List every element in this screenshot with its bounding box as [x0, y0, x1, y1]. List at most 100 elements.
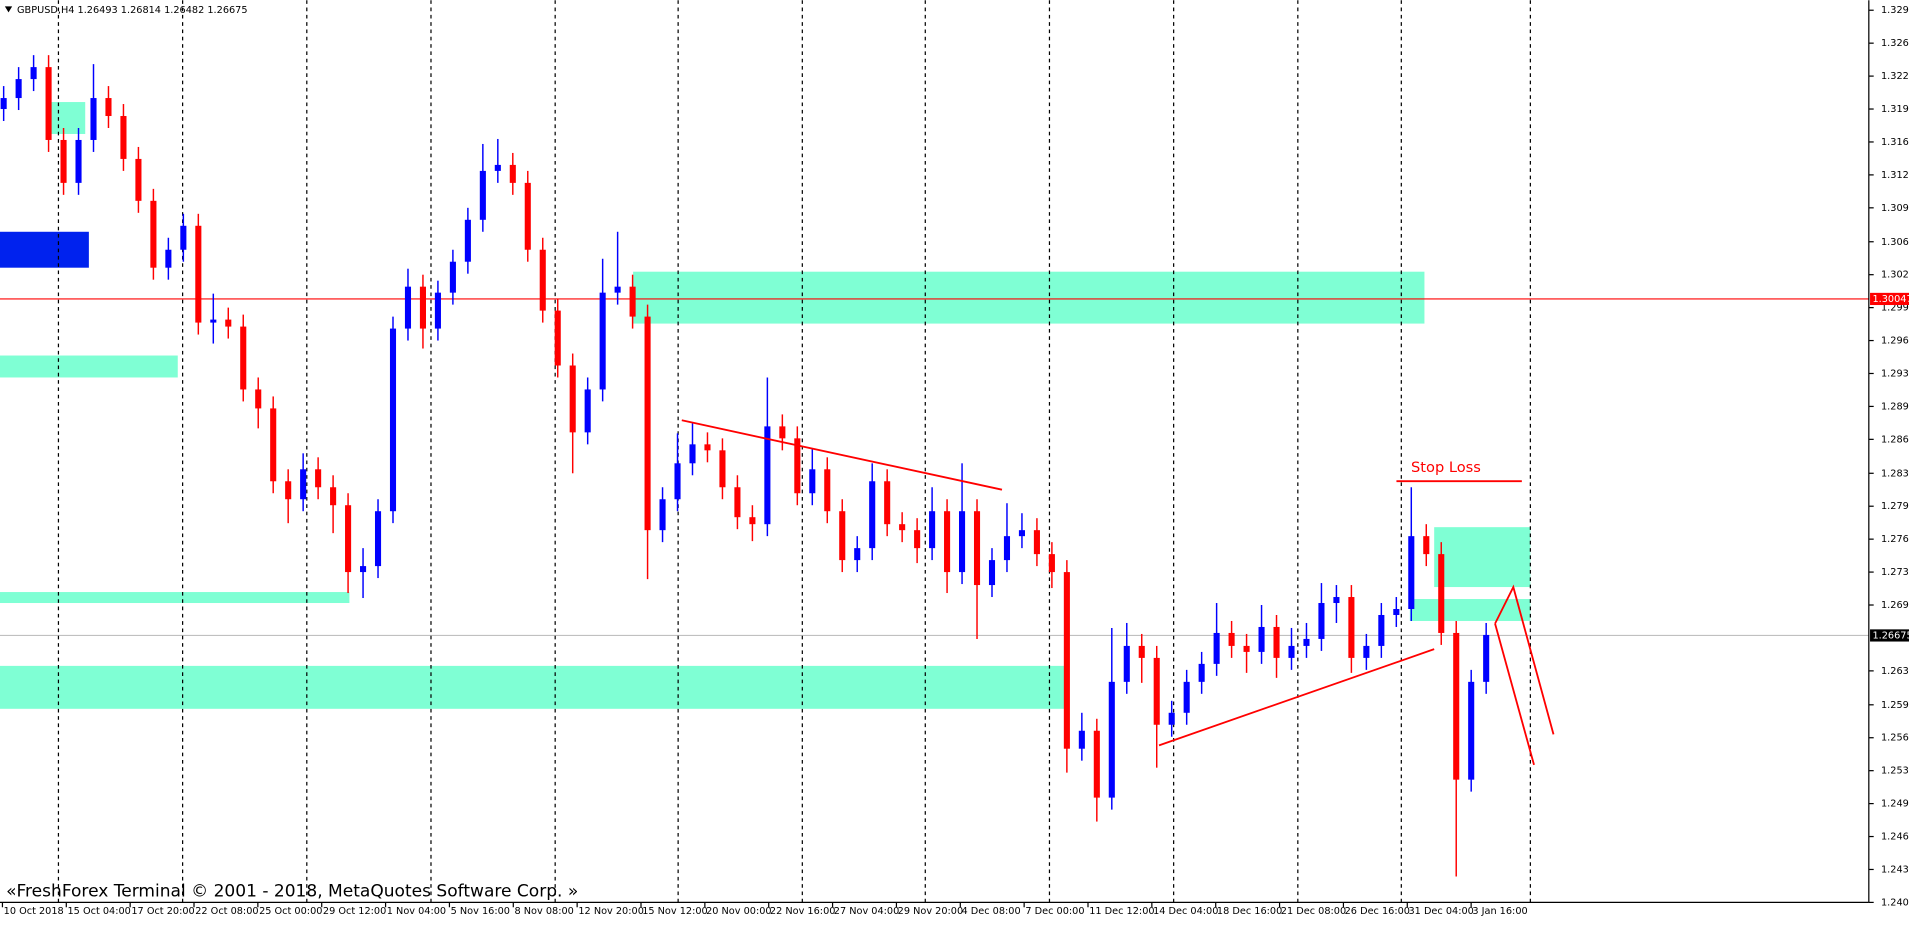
y-tick-label: 1.29300	[1881, 368, 1909, 379]
candle-body	[839, 511, 846, 561]
candle-body	[599, 292, 606, 390]
candle-body	[569, 365, 576, 433]
y-tick-label: 1.26980	[1881, 600, 1909, 611]
candle-body	[345, 505, 352, 573]
candle-body	[1198, 663, 1205, 682]
y-tick-label: 1.24000	[1881, 897, 1909, 908]
y-tick-label: 1.30290	[1881, 270, 1909, 281]
candle-body	[1303, 638, 1310, 646]
candle-body	[629, 286, 636, 317]
candle-body	[1273, 626, 1280, 658]
x-tick-label: 26 Dec 16:00	[1345, 906, 1410, 917]
candle-body	[1453, 632, 1460, 780]
candle-body	[1318, 603, 1325, 639]
candle-body	[644, 316, 651, 531]
candle-body	[944, 511, 951, 573]
candle-body	[1048, 554, 1055, 573]
x-tick-label: 8 Nov 08:00	[515, 906, 574, 917]
candle-body	[255, 389, 262, 409]
candle-body	[1393, 609, 1400, 615]
candle-body	[824, 469, 831, 512]
x-tick-label: 27 Nov 04:00	[834, 906, 900, 917]
x-tick-label: 15 Nov 12:00	[642, 906, 708, 917]
y-tick-label: 1.25980	[1881, 700, 1909, 711]
x-tick-label: 7 Dec 00:00	[1025, 906, 1084, 917]
candle-body	[973, 511, 981, 586]
x-tick-label: 29 Oct 12:00	[323, 906, 386, 917]
candle-body	[854, 548, 861, 561]
candle-body	[779, 426, 786, 439]
candle-body	[749, 517, 756, 525]
candle-body	[1003, 536, 1011, 561]
candle-body	[195, 225, 202, 323]
candle-body	[1378, 614, 1385, 646]
candle-body	[1078, 730, 1085, 749]
candle-body	[914, 530, 921, 549]
candle-body	[659, 499, 666, 531]
candle-body	[1033, 530, 1040, 555]
candle-body	[135, 158, 142, 201]
candle-body	[75, 139, 82, 183]
candle-body	[899, 524, 906, 531]
y-tick-label: 1.24990	[1881, 799, 1909, 810]
candle-body	[1093, 730, 1100, 798]
x-tick-label: 5 Nov 16:00	[451, 906, 510, 917]
candle-body	[988, 560, 996, 586]
candle-body	[1183, 681, 1190, 713]
candle-body	[524, 182, 531, 250]
x-tick-label: 15 Oct 04:00	[68, 906, 131, 917]
candle-body	[1438, 554, 1445, 633]
candle-body	[1408, 536, 1415, 610]
x-tick-label: 21 Dec 08:00	[1281, 906, 1346, 917]
candle-body	[30, 67, 37, 80]
candle-body	[270, 408, 277, 482]
candle-body	[1243, 645, 1250, 652]
x-tick-label: 12 Nov 20:00	[578, 906, 644, 917]
y-tick-label: 1.24660	[1881, 832, 1909, 843]
candle-body	[509, 164, 516, 183]
candle-body	[494, 164, 501, 171]
y-tick-label: 1.28300	[1881, 468, 1909, 479]
candle-body	[45, 67, 52, 140]
y-tick-label: 1.26320	[1881, 666, 1909, 677]
candle-body	[1363, 645, 1370, 658]
candle-body	[0, 98, 7, 110]
candle-body	[1108, 681, 1115, 798]
zone	[0, 665, 1066, 709]
candle-body	[584, 389, 591, 433]
x-tick-label: 14 Dec 04:00	[1153, 906, 1218, 917]
candle-body	[1483, 634, 1490, 682]
candle-body	[419, 286, 426, 329]
candle-body	[689, 444, 696, 464]
y-tick-label: 1.27970	[1881, 501, 1909, 512]
candle-body	[225, 319, 232, 327]
candle-body	[1333, 597, 1340, 604]
price-label: 1.26675	[1872, 630, 1909, 641]
price-label-box	[1870, 629, 1909, 642]
y-tick-label: 1.29630	[1881, 336, 1909, 347]
x-tick-label: 29 Nov 20:00	[898, 906, 964, 917]
candle-body	[449, 261, 456, 293]
candle-body	[1423, 536, 1430, 555]
x-tick-label: 22 Oct 08:00	[195, 906, 258, 917]
annotation: Stop Loss	[1411, 459, 1481, 476]
candle-body	[719, 450, 726, 488]
y-tick-label: 1.32940	[1881, 5, 1909, 16]
zone	[0, 592, 350, 604]
candle-body	[330, 487, 337, 506]
zone	[1434, 527, 1531, 588]
x-tick-label: 31 Dec 04:00	[1408, 906, 1473, 917]
chart-title: GBPUSD,H4 1.26493 1.26814 1.26482 1.2667…	[17, 5, 248, 16]
y-tick-label: 1.29960	[1881, 303, 1909, 314]
candle-body	[959, 511, 966, 573]
candle-body	[1348, 597, 1355, 658]
candle-body	[60, 139, 67, 183]
candle-body	[315, 469, 322, 488]
candle-body	[764, 426, 771, 525]
candle-body	[734, 487, 741, 518]
candle-body	[539, 249, 546, 311]
candle-body	[389, 328, 397, 512]
x-tick-label: 22 Nov 16:00	[770, 906, 836, 917]
candle-body	[165, 249, 172, 268]
